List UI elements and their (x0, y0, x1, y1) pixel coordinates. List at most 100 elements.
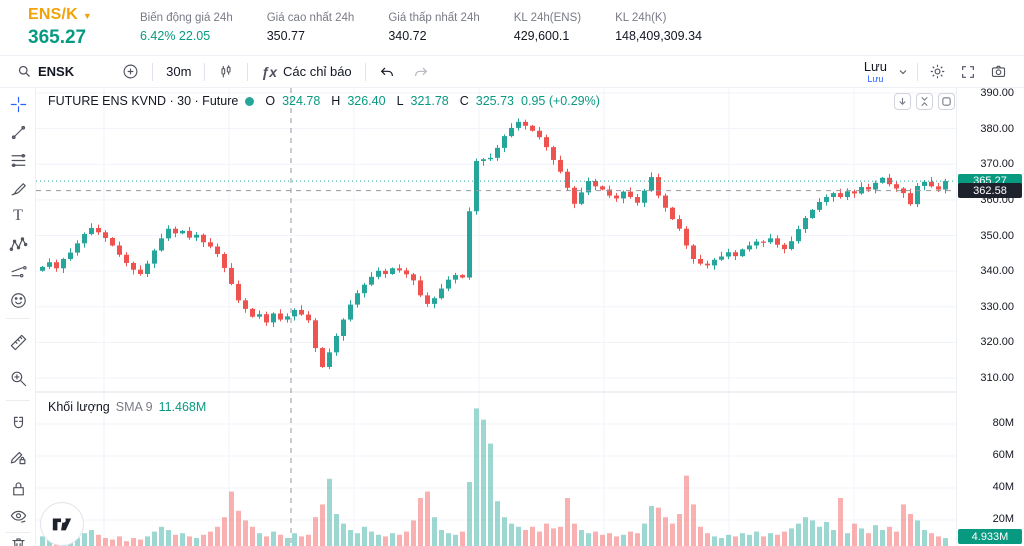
symbol-dropdown-caret-icon[interactable]: ▼ (82, 11, 92, 21)
symbol-search-button[interactable]: ENSK (8, 59, 83, 85)
ohlc-change-value: 0.95 (+0.29%) (521, 94, 600, 108)
volume-legend[interactable]: Khối lượng SMA 9 11.468M (48, 400, 206, 414)
fx-icon: ƒx (261, 63, 277, 80)
edit-lock-tool-icon[interactable] (4, 442, 32, 470)
volume-tick-label: 40M (992, 481, 1014, 493)
fullscreen-icon (960, 64, 976, 80)
maximize-pane-button[interactable] (938, 93, 955, 110)
symbol-block[interactable]: ENS/K ▼ 365.27 (0, 6, 140, 49)
ohlc-close-value: 325.73 (475, 94, 515, 108)
stat-label: KL 24h(K) (615, 12, 667, 24)
crosshair-price-badge: 362.58 (958, 183, 1022, 199)
crosshair-tool-icon[interactable] (4, 90, 32, 118)
volume-sma-value: 11.468M (158, 400, 207, 414)
stat-value: 340.72 (388, 29, 427, 43)
brush-tool-icon[interactable] (4, 174, 32, 202)
indicators-label: Các chỉ báo (283, 64, 352, 79)
ohlc-close-label: C (459, 94, 469, 108)
zoom-in-tool-icon[interactable] (4, 364, 32, 392)
ohlc-open-value: 324.78 (282, 94, 321, 108)
trash-tool-icon[interactable] (4, 530, 32, 546)
price-tick-label: 320.00 (980, 336, 1014, 349)
volume-tick-label: 80M (992, 417, 1014, 429)
interval-value: 30m (166, 64, 192, 79)
stat-label: Giá cao nhất 24h (266, 12, 355, 24)
save-dropdown-button[interactable] (893, 59, 913, 85)
stat-price-change-24h: Biến động giá 24h 6.42% 22.05 (140, 12, 233, 43)
chart-main-region: T FUTURE ENS KVND · 30 · Future O 324.78 … (0, 87, 1024, 546)
undo-button[interactable] (370, 59, 404, 85)
eye-tool-icon[interactable] (4, 502, 32, 530)
series-status-dot-icon (245, 96, 255, 106)
redo-button[interactable] (404, 59, 438, 85)
snapshot-button[interactable] (983, 59, 1014, 85)
magnet-tool-icon[interactable] (4, 410, 32, 438)
stat-high-24h: Giá cao nhất 24h 350.77 (267, 12, 355, 43)
chart-style-button[interactable] (209, 59, 243, 85)
symbol-name[interactable]: ENS/K (28, 6, 78, 23)
toolbar-separator (364, 62, 366, 81)
last-price: 365.27 (28, 27, 87, 48)
chevron-down-icon (897, 66, 909, 78)
pane-corner-buttons (894, 93, 955, 110)
settings-button[interactable] (922, 59, 953, 85)
xabcd-pattern-tool-icon[interactable] (4, 230, 32, 258)
save-label: Lưu (863, 58, 887, 74)
ohlc-high-value: 326.40 (347, 94, 386, 108)
stat-label: KL 24h(ENS) (513, 12, 582, 24)
ohlc-low-value: 321.78 (410, 94, 449, 108)
header-stats-bar: ENS/K ▼ 365.27 Biến động giá 24h 6.42% 2… (0, 0, 1024, 56)
stat-volume-quote-24h: KL 24h(K) 148,409,309.34 (615, 12, 702, 43)
forecast-tool-icon[interactable] (4, 258, 32, 286)
price-tick-label: 340.00 (980, 265, 1014, 278)
volume-label: Khối lượng (48, 400, 110, 414)
ohlc-open-label: O (265, 94, 276, 108)
sidebar-divider (6, 318, 30, 319)
gear-icon (929, 63, 946, 80)
compare-add-button[interactable] (113, 59, 148, 85)
stat-label: Biến động giá 24h (140, 12, 233, 24)
volume-tick-label: 20M (992, 513, 1014, 525)
price-tick-label: 370.00 (980, 158, 1014, 171)
ohlc-low-label: L (396, 94, 404, 108)
ruler-tool-icon[interactable] (4, 328, 32, 356)
indicators-button[interactable]: ƒx Các chỉ báo (252, 59, 360, 85)
text-tool-icon[interactable]: T (13, 207, 23, 224)
stat-low-24h: Giá thấp nhất 24h 340.72 (388, 12, 479, 43)
lock-tool-icon[interactable] (4, 474, 32, 502)
price-tick-label: 350.00 (980, 229, 1014, 242)
camera-icon (990, 63, 1007, 80)
save-layout-button[interactable]: Lưu Lưu (858, 60, 893, 84)
fib-retracement-tool-icon[interactable] (4, 146, 32, 174)
symbol-search-text: ENSK (38, 64, 75, 79)
price-tick-label: 330.00 (980, 300, 1014, 313)
plus-circle-icon (122, 63, 139, 80)
stat-value: 148,409,309.34 (615, 29, 702, 43)
price-tick-label: 380.00 (980, 122, 1014, 135)
tradingview-watermark-logo (40, 502, 84, 546)
interval-button[interactable]: 30m (157, 59, 200, 85)
scroll-to-recent-button[interactable] (894, 93, 911, 110)
toolbar-separator (152, 62, 154, 81)
fullscreen-button[interactable] (953, 59, 983, 85)
drawing-tools-sidebar: T (0, 88, 36, 546)
chart-toolbar: ENSK 30m ƒx Các chỉ báo (0, 56, 1024, 88)
price-axis[interactable]: 365.27 362.58 4.933M 390.00 380.00 370.00 3… (956, 87, 1024, 546)
trend-line-tool-icon[interactable] (4, 118, 32, 146)
price-tick-label: 390.00 (980, 87, 1014, 99)
emoji-tool-icon[interactable] (4, 286, 32, 314)
collapse-pane-button[interactable] (916, 93, 933, 110)
search-icon (17, 64, 32, 79)
sidebar-divider (6, 400, 30, 401)
current-volume-badge: 4.933M (958, 529, 1022, 544)
ohlc-high-label: H (331, 94, 341, 108)
candlestick-volume-chart[interactable] (36, 88, 956, 546)
volume-sma-label: SMA 9 (115, 400, 153, 414)
stat-value: 350.77 (266, 29, 305, 43)
price-tick-label: 310.00 (980, 372, 1014, 384)
save-sublabel: Lưu (867, 73, 884, 84)
volume-tick-label: 60M (992, 449, 1014, 461)
